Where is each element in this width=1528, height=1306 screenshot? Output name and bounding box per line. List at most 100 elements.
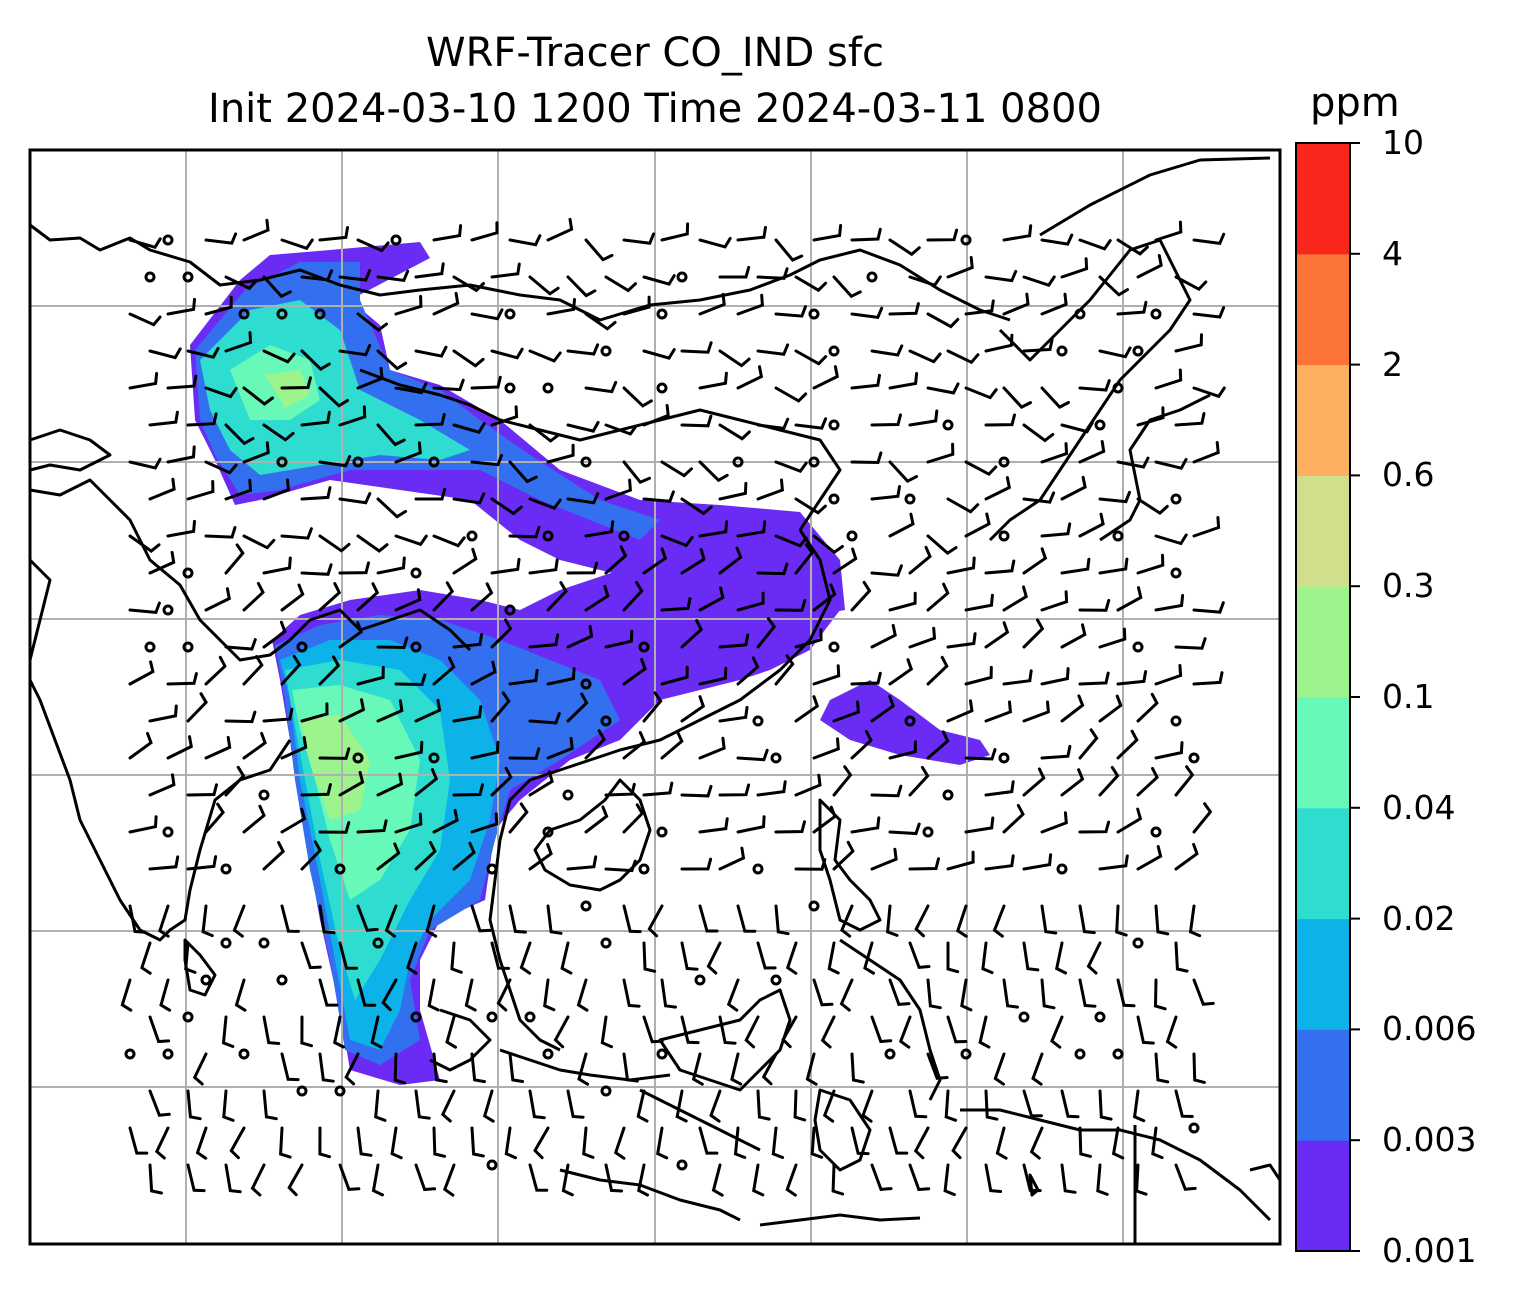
wind-barb xyxy=(908,275,942,287)
wind-barb xyxy=(943,1163,956,1197)
wind-barb xyxy=(318,534,351,553)
wind-barb xyxy=(1060,421,1094,434)
wind-barb xyxy=(946,850,975,871)
wind-barb xyxy=(1192,306,1226,319)
wind-barb xyxy=(490,618,513,649)
wind-barb xyxy=(984,1089,999,1121)
wind-barb xyxy=(888,740,917,760)
wind-barb xyxy=(736,365,764,390)
wind-barb xyxy=(622,657,647,686)
wind-barb xyxy=(656,1126,669,1160)
wind-barb xyxy=(280,1052,300,1082)
wind-barb xyxy=(470,812,499,834)
wind-barb xyxy=(528,633,560,649)
calm-wind-marker xyxy=(1112,382,1124,394)
wind-barb xyxy=(926,312,960,329)
wind-barb xyxy=(675,1089,688,1123)
wind-barb xyxy=(636,1089,649,1123)
wind-barb xyxy=(914,904,930,938)
wind-barb xyxy=(1192,232,1226,246)
wind-barb xyxy=(691,1052,704,1086)
wind-barb xyxy=(622,580,644,612)
wind-barb xyxy=(604,423,638,436)
wind-barb xyxy=(1040,978,1056,1010)
wind-barb xyxy=(736,748,769,762)
wind-barb xyxy=(832,840,855,871)
wind-barb xyxy=(718,423,751,441)
wind-barb xyxy=(280,583,305,612)
wind-barb xyxy=(280,527,313,540)
calm-wind-marker xyxy=(1170,715,1182,727)
wind-barb xyxy=(736,656,760,686)
calm-wind-marker xyxy=(182,641,194,653)
wind-barb xyxy=(756,478,784,501)
wind-barb xyxy=(356,366,384,390)
colorbar-segment xyxy=(1296,143,1350,255)
wind-barb xyxy=(642,404,670,427)
calm-wind-marker xyxy=(410,567,422,579)
wind-barb xyxy=(519,941,532,975)
wind-barb xyxy=(432,808,459,834)
calm-wind-marker xyxy=(524,1011,536,1023)
wind-barb xyxy=(204,587,231,612)
wind-barb xyxy=(736,815,766,834)
wind-barb xyxy=(584,380,618,394)
wind-barb xyxy=(394,441,422,464)
wind-barb xyxy=(680,619,704,649)
wind-barb xyxy=(850,373,881,390)
wind-barb xyxy=(736,225,767,242)
wind-barb xyxy=(850,227,882,242)
wind-barb xyxy=(508,460,538,484)
wind-barb xyxy=(390,1126,403,1160)
wind-barb xyxy=(888,658,914,686)
wind-barb xyxy=(908,941,931,969)
wind-barb xyxy=(452,275,485,293)
wind-barb xyxy=(622,731,647,760)
wind-barb xyxy=(204,386,238,399)
calm-wind-marker xyxy=(1074,1048,1086,1060)
wind-barb xyxy=(242,386,274,406)
wind-barb xyxy=(566,492,600,505)
calm-wind-marker xyxy=(466,530,478,542)
wind-barb xyxy=(250,1163,266,1197)
wind-barb xyxy=(528,349,562,363)
calm-wind-marker xyxy=(162,826,174,838)
wind-barb xyxy=(832,700,860,723)
wind-barb xyxy=(647,904,664,938)
wind-barb xyxy=(709,1089,722,1123)
wind-barb xyxy=(414,487,447,501)
wind-barb xyxy=(414,840,437,871)
wind-barb xyxy=(680,941,699,971)
wind-barb xyxy=(528,497,562,511)
wind-barb xyxy=(224,331,253,353)
wind-barb xyxy=(680,857,713,871)
wind-barb xyxy=(148,1163,163,1195)
calm-wind-marker xyxy=(182,567,194,579)
calm-wind-marker xyxy=(1112,530,1124,542)
wind-barb xyxy=(698,904,719,933)
wind-barb xyxy=(1174,1163,1197,1191)
wind-barb xyxy=(300,783,332,797)
wind-barb xyxy=(660,665,689,686)
wind-barb xyxy=(318,455,352,468)
coastlines xyxy=(28,156,1282,1244)
wind-barb xyxy=(445,1015,457,1049)
wind-barb xyxy=(718,1015,737,1045)
wind-barb xyxy=(812,583,837,612)
wind-barb xyxy=(381,978,398,1012)
wind-barb xyxy=(414,1163,437,1192)
wind-barb xyxy=(913,1126,930,1160)
wind-barb xyxy=(984,854,1015,871)
calm-wind-marker xyxy=(656,1048,668,1060)
wind-barb xyxy=(566,1089,585,1119)
colorbar-tick-label: 0.3 xyxy=(1382,566,1435,606)
wind-barb xyxy=(356,582,380,612)
wind-barb xyxy=(981,941,994,975)
wind-barb xyxy=(432,581,455,612)
colorbar-segment xyxy=(1296,253,1350,366)
wind-barb xyxy=(870,847,898,871)
wind-barb xyxy=(861,1089,874,1123)
calm-wind-marker xyxy=(656,382,668,394)
wind-barb xyxy=(1188,904,1202,938)
wind-barb xyxy=(440,1089,456,1123)
